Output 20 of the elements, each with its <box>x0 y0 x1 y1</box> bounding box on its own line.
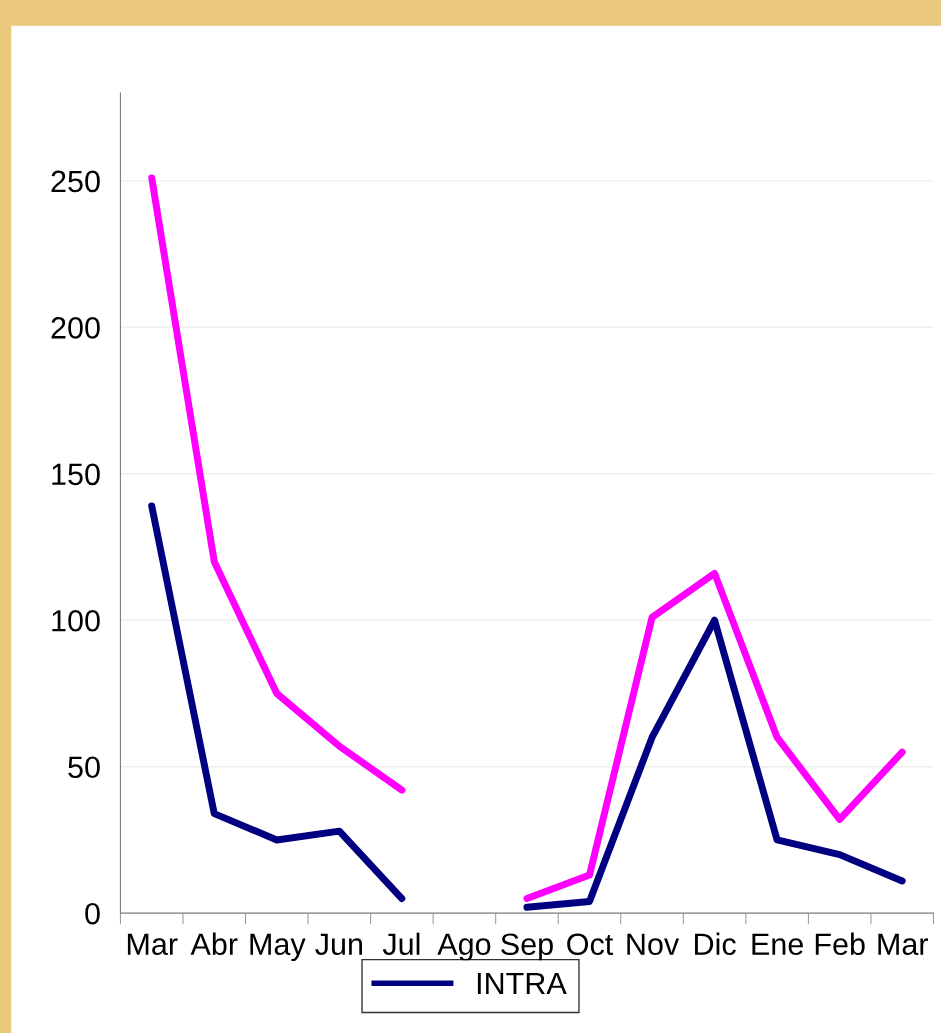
x-tick-label: Oct <box>567 933 614 956</box>
x-tick-label: Mar <box>127 933 178 956</box>
y-tick-label: 150 <box>52 463 100 486</box>
x-tick-label: Feb <box>815 932 865 956</box>
y-tick-label: 50 <box>68 756 100 779</box>
x-tick-label: Nov <box>627 933 680 956</box>
x-tick-label: Jun <box>315 933 362 956</box>
x-tick-label: Abr <box>190 932 238 956</box>
y-tick-label: 100 <box>52 609 100 632</box>
x-tick-label: Sep <box>501 933 553 962</box>
x-tick-label: May <box>250 933 306 962</box>
y-tick-label: 200 <box>51 317 100 339</box>
x-tick-label: Ene <box>752 933 803 956</box>
x-tick-label: Mar <box>878 933 929 956</box>
y-tick-label: 0 <box>85 902 100 925</box>
x-tick-label: Jul <box>382 932 420 956</box>
x-tick-label: Dic <box>695 932 736 956</box>
y-tick-label: 250 <box>51 170 100 193</box>
legend-label: INTRA <box>477 972 567 994</box>
x-tick-label: Ago <box>437 933 491 962</box>
